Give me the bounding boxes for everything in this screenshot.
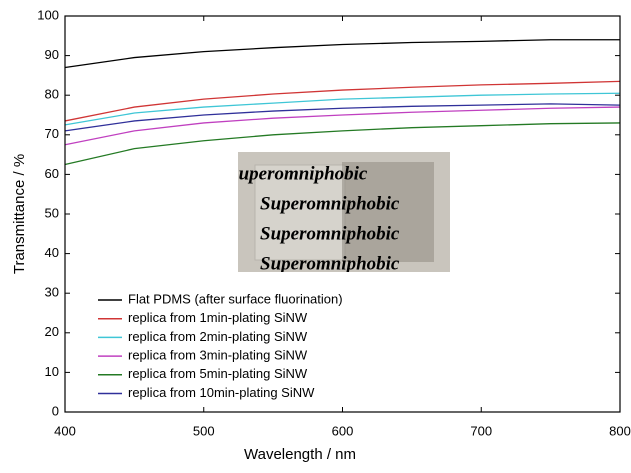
y-tick-label: 70 xyxy=(45,126,59,141)
series-line xyxy=(64,122,621,166)
y-tick-label: 10 xyxy=(45,364,59,379)
legend-label: replica from 5min-plating SiNW xyxy=(128,366,308,381)
legend-label: Flat PDMS (after surface fluorination) xyxy=(128,291,343,306)
inset-text: Superomniphobic xyxy=(260,193,400,214)
inset-text: Superomniphobic xyxy=(228,163,368,184)
inset-photo xyxy=(238,152,450,272)
y-tick-label: 50 xyxy=(45,205,59,220)
y-tick-label: 30 xyxy=(45,285,59,300)
legend-label: replica from 10min-plating SiNW xyxy=(128,385,315,400)
legend-label: replica from 3min-plating SiNW xyxy=(128,348,308,363)
inset-text: Superomniphobic xyxy=(260,253,400,274)
x-tick-label: 800 xyxy=(609,423,631,438)
series-line xyxy=(64,39,620,69)
legend-label: replica from 1min-plating SiNW xyxy=(128,310,308,325)
y-tick-label: 20 xyxy=(45,324,59,339)
y-tick-label: 80 xyxy=(45,87,59,102)
inset-text-group: Superomniphobic Superomniphobic Superomnip… xyxy=(228,163,400,274)
y-axis-label: Transmittance / % xyxy=(11,154,28,274)
x-tick-label: 600 xyxy=(332,423,354,438)
series-line xyxy=(64,92,621,126)
y-tick-label: 40 xyxy=(45,245,59,260)
x-tick-label: 700 xyxy=(470,423,492,438)
y-tick-label: 0 xyxy=(52,403,59,418)
series-line xyxy=(64,106,621,146)
inset-text: Superomniphobic xyxy=(260,223,400,244)
y-tick-label: 90 xyxy=(45,47,59,62)
y-tick-label: 60 xyxy=(45,166,59,181)
y-tick-label: 100 xyxy=(37,7,59,22)
x-axis-label: Wavelength / nm xyxy=(244,446,356,463)
series-line xyxy=(64,103,621,132)
legend-label: replica from 2min-plating SiNW xyxy=(128,329,308,344)
x-tick-label: 400 xyxy=(54,423,76,438)
x-tick-label: 500 xyxy=(193,423,215,438)
series-line xyxy=(64,80,621,122)
